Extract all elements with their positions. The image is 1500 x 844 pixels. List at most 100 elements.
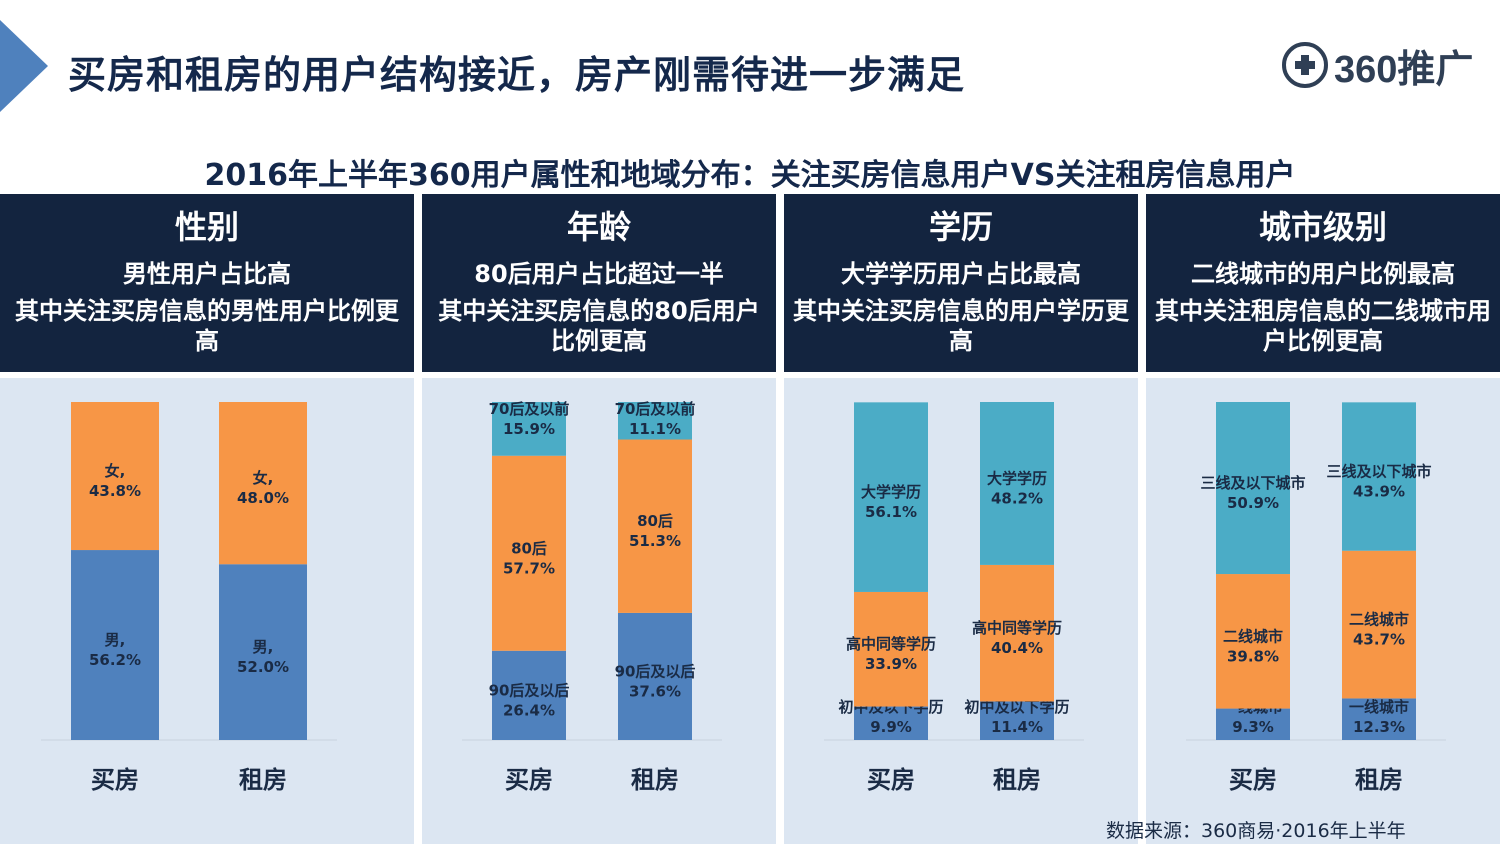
x-tick-label: 买房 xyxy=(867,766,915,794)
data-label-name: 80后 xyxy=(511,539,547,557)
data-label-name: 一线城市 xyxy=(1349,698,1409,716)
panel-detail: 其中关注买房信息的用户学历更高 xyxy=(793,297,1129,355)
data-label-name: 80后 xyxy=(637,512,673,530)
panel-title: 城市级别 xyxy=(1258,208,1387,246)
data-label-value: 48.2% xyxy=(991,489,1043,507)
bar-segment-buy-2 xyxy=(1216,402,1290,575)
data-label-value: 43.7% xyxy=(1353,631,1405,649)
bar-segment-rent-0 xyxy=(219,564,307,740)
bar-segment-buy-1 xyxy=(71,402,159,551)
panel-city-tier: 城市级别 二线城市的用户比例最高 其中关注租房信息的二线城市用户比例更高 一线城… xyxy=(1146,194,1500,844)
data-label-name: 大学学历 xyxy=(861,483,921,501)
logo-text: 360推广 xyxy=(1334,48,1474,91)
chart-area: 初中及以下学历 9.9% 高中同等学历 33.9% 大学学历 56.1% 买房 初中及以下学历… xyxy=(784,378,1138,844)
panel-detail: 其中关注买房信息的80后用户比例更高 xyxy=(438,297,760,355)
data-label-name: 女, xyxy=(253,469,274,487)
data-label-value: 56.1% xyxy=(865,503,917,521)
bar-segment-buy-1 xyxy=(1216,574,1290,709)
stacked-bar-chart-gender: 男, 56.2% 女, 43.8% 买房 男, 52.0% 女, 48.0% 租房 xyxy=(41,402,337,794)
data-label-value: 56.2% xyxy=(89,651,141,669)
panel-detail: 其中关注买房信息的男性用户比例更高 xyxy=(15,297,399,355)
title-arrow-icon xyxy=(0,20,48,112)
panel-headline: 大学学历用户占比最高 xyxy=(841,260,1081,288)
data-label-value: 11.1% xyxy=(629,420,681,438)
data-label-name: 二线城市 xyxy=(1223,627,1283,645)
panel-headline: 80后用户占比超过一半 xyxy=(474,260,724,288)
data-label-name: 高中同等学历 xyxy=(972,619,1062,637)
panel-headline: 男性用户占比高 xyxy=(123,260,291,288)
bar-segment-rent-1 xyxy=(980,564,1054,702)
data-label-value: 9.9% xyxy=(870,718,912,736)
bar-segment-rent-0 xyxy=(618,612,692,740)
chart-subtitle: 2016年上半年360用户属性和地域分布：关注买房信息用户VS关注租房信息用户 xyxy=(204,158,1296,193)
bar-segment-buy-0 xyxy=(854,706,928,740)
bar-segment-buy-0 xyxy=(71,550,159,740)
bar-segment-rent-2 xyxy=(980,402,1054,565)
panel-header: 性别 男性用户占比高 其中关注买房信息的男性用户比例更高 xyxy=(0,194,414,372)
bar-segment-buy-0 xyxy=(1216,708,1290,740)
x-tick-label: 租房 xyxy=(631,766,679,794)
data-label-name: 初中及以下学历 xyxy=(964,698,1069,716)
data-label-value: 37.6% xyxy=(629,682,681,700)
panel-title: 性别 xyxy=(174,208,239,246)
x-tick-label: 买房 xyxy=(1229,766,1277,794)
data-label-name: 70后及以前 xyxy=(615,400,696,418)
data-label-value: 11.4% xyxy=(991,718,1043,736)
plus-circle-icon xyxy=(1282,42,1328,88)
bar-segment-buy-2 xyxy=(854,402,928,592)
data-label-value: 43.8% xyxy=(89,482,141,500)
stacked-bar-chart-age: 90后及以后 26.4% 80后 57.7% 70后及以前 15.9% 买房 90后及以后 37… xyxy=(462,400,722,794)
data-label-value: 48.0% xyxy=(237,489,289,507)
bar-segment-rent-2 xyxy=(618,402,692,440)
data-label-value: 9.3% xyxy=(1232,718,1274,736)
data-label-value: 26.4% xyxy=(503,701,555,719)
panel-gender: 性别 男性用户占比高 其中关注买房信息的男性用户比例更高 男, 56.2% 女, 43… xyxy=(0,194,414,844)
panel-header: 年龄 80后用户占比超过一半 其中关注买房信息的80后用户比例更高 xyxy=(422,194,776,372)
data-label-value: 12.3% xyxy=(1353,718,1405,736)
data-label-value: 33.9% xyxy=(865,655,917,673)
bar-segment-rent-1 xyxy=(618,439,692,613)
stacked-bar-chart-education: 初中及以下学历9.9%高中同等学历33.9%大学学历56.1%买房初中及以下学历… xyxy=(824,402,1084,794)
panel-header: 学历 大学学历用户占比最高 其中关注买房信息的用户学历更高 xyxy=(784,194,1138,372)
data-label-value: 40.4% xyxy=(991,639,1043,657)
data-label-name: 男, xyxy=(105,631,126,649)
chart-area: 一线城市9.3%二线城市39.8%三线及以下城市50.9%买房一线城市12.3%… xyxy=(1146,378,1500,844)
data-label-value: 52.0% xyxy=(237,658,289,676)
stacked-bar-chart-city-tier: 一线城市9.3%二线城市39.8%三线及以下城市50.9%买房一线城市12.3%… xyxy=(1186,402,1446,794)
x-tick-label: 买房 xyxy=(91,766,139,794)
data-label-name: 女, xyxy=(105,462,126,480)
data-label-value: 51.3% xyxy=(629,532,681,550)
data-source-note: 数据来源：360商易·2016年上半年 xyxy=(1106,820,1406,842)
data-label-name: 70后及以前 xyxy=(489,400,570,418)
chart-area: 90后及以后 26.4% 80后 57.7% 70后及以前 15.9% 买房 90后及以后 37… xyxy=(422,378,776,844)
bar-segment-buy-1 xyxy=(492,455,566,651)
data-label-value: 39.8% xyxy=(1227,647,1279,665)
x-tick-label: 租房 xyxy=(1355,766,1403,794)
x-tick-label: 买房 xyxy=(505,766,553,794)
page-title: 买房和租房的用户结构接近，房产刚需待进一步满足 xyxy=(68,53,966,97)
panel-education: 学历 大学学历用户占比最高 其中关注买房信息的用户学历更高 初中及以下学历 9.9… xyxy=(784,194,1138,844)
bar-segment-rent-0 xyxy=(1342,698,1416,740)
bar-segment-rent-1 xyxy=(1342,550,1416,699)
data-label-name: 90后及以后 xyxy=(615,662,696,680)
bar-segment-rent-0 xyxy=(980,701,1054,740)
data-label-value: 43.9% xyxy=(1353,483,1405,501)
panel-age: 年龄 80后用户占比超过一半 其中关注买房信息的80后用户比例更高 90后及以后… xyxy=(422,194,776,844)
data-label-value: 15.9% xyxy=(503,420,555,438)
data-label-name: 高中同等学历 xyxy=(846,635,936,653)
bar-segment-buy-2 xyxy=(492,402,566,456)
panel-title: 年龄 xyxy=(566,208,631,246)
x-tick-label: 租房 xyxy=(993,766,1041,794)
panel-header: 城市级别 二线城市的用户比例最高 其中关注租房信息的二线城市用户比例更高 xyxy=(1146,194,1500,372)
panel-detail: 其中关注租房信息的二线城市用户比例更高 xyxy=(1155,297,1491,355)
panel-headline: 二线城市的用户比例最高 xyxy=(1191,260,1455,288)
bar-segment-rent-2 xyxy=(1342,402,1416,551)
bar-segment-buy-0 xyxy=(492,650,566,740)
bar-segment-rent-1 xyxy=(219,402,307,565)
bar-segment-buy-1 xyxy=(854,591,928,707)
data-label-name: 90后及以后 xyxy=(489,681,570,699)
data-label-value: 50.9% xyxy=(1227,494,1279,512)
x-tick-label: 租房 xyxy=(239,766,287,794)
data-label-name: 三线及以下城市 xyxy=(1326,463,1431,481)
chart-area: 男, 56.2% 女, 43.8% 买房 男, 52.0% 女, 48.0% 租房 xyxy=(0,378,414,844)
